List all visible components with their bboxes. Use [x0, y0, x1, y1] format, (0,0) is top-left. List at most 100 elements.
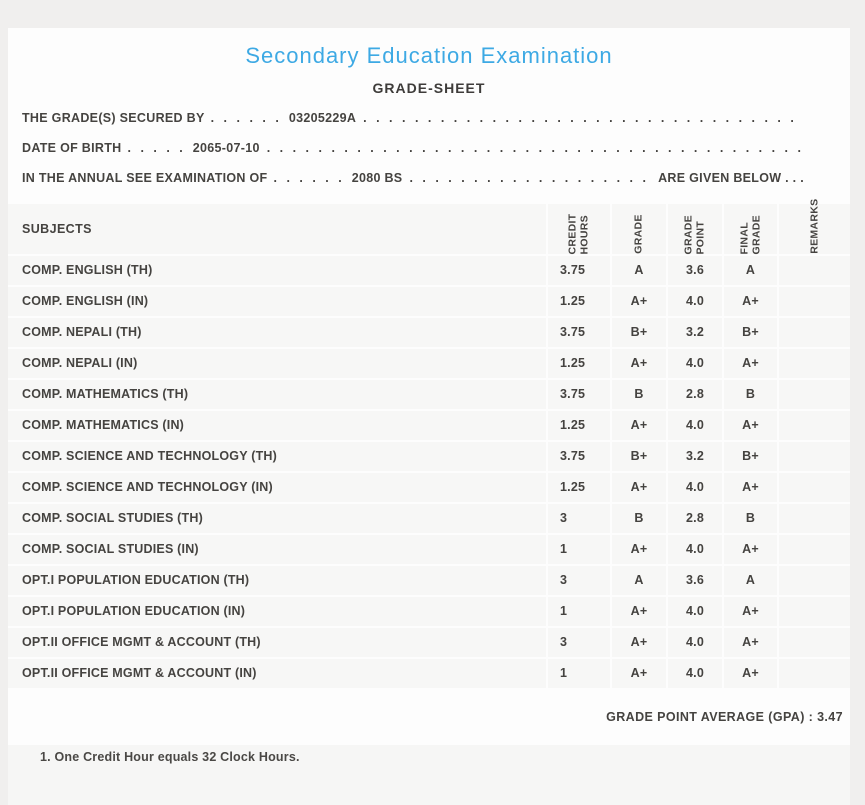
remarks-cell	[779, 473, 850, 502]
column-header-grade-point: GRADE POINT	[668, 204, 722, 254]
credit-hours-cell: 1	[548, 659, 610, 688]
credit-hours-cell: 1.25	[548, 411, 610, 440]
remarks-cell	[779, 256, 850, 285]
credit-hours-cell: 3.75	[548, 380, 610, 409]
final-grade-cell: A+	[724, 659, 777, 688]
subject-cell: COMP. ENGLISH (IN)	[8, 287, 546, 316]
grade-point-cell: 4.0	[668, 659, 722, 688]
subject-cell: COMP. ENGLISH (TH)	[8, 256, 546, 285]
grade-point-cell: 3.2	[668, 318, 722, 347]
info-label: DATE OF BIRTH	[22, 141, 122, 155]
final-grade-cell: A+	[724, 411, 777, 440]
subject-cell: COMP. NEPALI (IN)	[8, 349, 546, 378]
credit-hours-cell: 1	[548, 535, 610, 564]
final-grade-cell: B+	[724, 318, 777, 347]
dotted-leader: . . . . .	[127, 141, 186, 155]
final-grade-cell: A+	[724, 349, 777, 378]
final-grade-cell: B	[724, 380, 777, 409]
dotted-leader: . . . . . .	[273, 171, 345, 185]
grade-cell: B	[612, 504, 666, 533]
subject-cell: COMP. NEPALI (TH)	[8, 318, 546, 347]
final-grade-cell: A+	[724, 535, 777, 564]
rotated-header-label: CREDIT HOURS	[566, 213, 591, 254]
remarks-cell	[779, 411, 850, 440]
grade-point-cell: 4.0	[668, 628, 722, 657]
column-header-subjects: SUBJECTS	[8, 204, 546, 254]
credit-hours-cell: 1.25	[548, 473, 610, 502]
remarks-cell	[779, 349, 850, 378]
credit-hours-cell: 1	[548, 597, 610, 626]
dotted-leader: . . . . . .	[210, 111, 282, 125]
grade-point-cell: 4.0	[668, 473, 722, 502]
subject-cell: OPT.II OFFICE MGMT & ACCOUNT (TH)	[8, 628, 546, 657]
credit-hours-cell: 3.75	[548, 256, 610, 285]
final-grade-cell: A+	[724, 287, 777, 316]
subject-cell: COMP. SOCIAL STUDIES (TH)	[8, 504, 546, 533]
final-grade-cell: B	[724, 504, 777, 533]
credit-hours-cell: 3.75	[548, 442, 610, 471]
subject-cell: COMP. MATHEMATICS (TH)	[8, 380, 546, 409]
grade-point-cell: 4.0	[668, 535, 722, 564]
remarks-cell	[779, 287, 850, 316]
rotated-header-label: FINAL GRADE	[738, 214, 762, 254]
remarks-cell	[779, 628, 850, 657]
credit-hours-cell: 3.75	[548, 318, 610, 347]
subject-cell: COMP. SCIENCE AND TECHNOLOGY (IN)	[8, 473, 546, 502]
grade-sheet-subtitle: GRADE-SHEET	[372, 80, 486, 96]
remarks-cell	[779, 659, 850, 688]
final-grade-cell: A+	[724, 628, 777, 657]
remarks-cell	[779, 504, 850, 533]
subject-cell: COMP. SCIENCE AND TECHNOLOGY (TH)	[8, 442, 546, 471]
grade-point-cell: 4.0	[668, 349, 722, 378]
column-header-credit-hours: CREDIT HOURS	[548, 204, 610, 254]
grade-cell: A	[612, 256, 666, 285]
credit-hours-cell: 1.25	[548, 349, 610, 378]
page-title: Secondary Education Examination	[245, 43, 613, 68]
grade-cell: A+	[612, 628, 666, 657]
grade-point-cell: 3.2	[668, 442, 722, 471]
exam-year-value: 2080 BS	[351, 171, 403, 185]
grade-cell: B+	[612, 318, 666, 347]
final-grade-cell: B+	[724, 442, 777, 471]
subject-cell: OPT.I POPULATION EDUCATION (TH)	[8, 566, 546, 595]
info-label: THE GRADE(S) SECURED BY	[22, 111, 205, 125]
candidate-info: THE GRADE(S) SECURED BY . . . . . . 0320…	[8, 103, 850, 193]
info-line-date-of-birth: DATE OF BIRTH . . . . . 2065-07-10 . . .…	[22, 133, 804, 163]
dotted-filler: . . . . . . . . . . . . . . . . . . . . …	[409, 171, 652, 185]
grade-cell: A+	[612, 535, 666, 564]
grade-sheet-card: Secondary Education Examination GRADE-SH…	[8, 28, 850, 805]
credit-hours-cell: 3	[548, 628, 610, 657]
dotted-filler: . . . . . . . . . . . . . . . . . . . . …	[266, 141, 804, 155]
grade-point-cell: 4.0	[668, 597, 722, 626]
grade-cell: B+	[612, 442, 666, 471]
grade-cell: A+	[612, 287, 666, 316]
grade-cell: A	[612, 566, 666, 595]
grade-cell: B	[612, 380, 666, 409]
info-label: IN THE ANNUAL SEE EXAMINATION OF	[22, 171, 268, 185]
grade-point-cell: 3.6	[668, 256, 722, 285]
grades-table: SUBJECTS CREDIT HOURS GRADE GRADE POINT …	[8, 199, 850, 688]
final-grade-cell: A	[724, 256, 777, 285]
subject-cell: OPT.I POPULATION EDUCATION (IN)	[8, 597, 546, 626]
remarks-cell	[779, 318, 850, 347]
final-grade-cell: A	[724, 566, 777, 595]
remarks-cell	[779, 566, 850, 595]
credit-hours-cell: 3	[548, 566, 610, 595]
grade-point-cell: 2.8	[668, 380, 722, 409]
remarks-cell	[779, 597, 850, 626]
gpa-value-text: GRADE POINT AVERAGE (GPA) : 3.47	[606, 709, 843, 724]
column-header-remarks: REMARKS	[779, 199, 850, 254]
credit-hours-cell: 3	[548, 504, 610, 533]
remarks-cell	[779, 442, 850, 471]
column-header-grade: GRADE	[612, 204, 666, 254]
credit-hour-note: 1. One Credit Hour equals 32 Clock Hours…	[40, 750, 300, 764]
gpa-summary: GRADE POINT AVERAGE (GPA) : 3.47	[8, 688, 850, 745]
date-of-birth-value: 2065-07-10	[192, 141, 260, 155]
grade-point-cell: 4.0	[668, 411, 722, 440]
final-grade-cell: A+	[724, 597, 777, 626]
dotted-filler: . . . . . . . . . . . . . . . . . . . . …	[363, 111, 804, 125]
subject-cell: OPT.II OFFICE MGMT & ACCOUNT (IN)	[8, 659, 546, 688]
remarks-cell	[779, 535, 850, 564]
rotated-header-label: GRADE POINT	[682, 214, 707, 254]
subject-cell: COMP. SOCIAL STUDIES (IN)	[8, 535, 546, 564]
